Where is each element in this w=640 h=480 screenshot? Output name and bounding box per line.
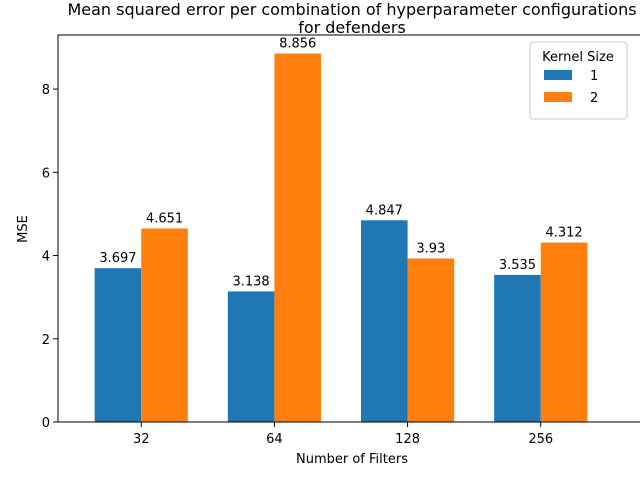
- y-tick-label: 2: [42, 333, 50, 348]
- y-tick-label: 8: [42, 83, 50, 98]
- bar-series-2: [141, 228, 188, 422]
- y-axis-label: MSE: [16, 215, 31, 243]
- bar-series-2: [274, 53, 322, 422]
- y-tick-label: 0: [42, 416, 50, 431]
- x-tick-label: 32: [133, 432, 150, 447]
- data-label: 3.535: [499, 258, 536, 273]
- x-tick-label: 256: [528, 432, 553, 447]
- x-axis-label: Number of Filters: [296, 452, 408, 467]
- legend-title: Kernel Size: [542, 50, 614, 65]
- bar-series-1: [494, 274, 541, 422]
- y-tick-label: 6: [42, 166, 50, 181]
- data-label: 4.847: [366, 203, 403, 218]
- data-label: 3.138: [232, 274, 269, 289]
- data-label: 4.651: [146, 211, 183, 226]
- y-tick-label: 4: [42, 250, 50, 265]
- legend-label-series-2: 2: [590, 91, 598, 106]
- bar-series-2: [407, 258, 455, 422]
- x-tick-label: 64: [266, 432, 283, 447]
- bar-series-1: [227, 291, 275, 422]
- bar-series-2: [540, 242, 588, 422]
- data-label: 8.856: [279, 36, 316, 51]
- chart-title-line-1: Mean squared error per combination of hy…: [67, 0, 636, 19]
- legend-swatch-series-1: [544, 70, 572, 80]
- legend-swatch-series-2: [544, 92, 572, 102]
- data-label: 3.93: [416, 241, 445, 256]
- x-tick-label: 128: [395, 432, 420, 447]
- chart-title-line-2: for defenders: [298, 18, 406, 37]
- legend: Kernel Size 1 2: [529, 41, 628, 120]
- legend-label-series-1: 1: [590, 69, 598, 84]
- plot-area: 0 2 4 6 8 32 3.697 4.651 64 3.138 8.856 128 4.847 3.9…: [42, 36, 588, 447]
- data-label: 4.312: [545, 226, 582, 241]
- bar-series-1: [94, 268, 142, 422]
- bar-series-1: [360, 220, 408, 422]
- plot-frame: [57, 34, 640, 423]
- data-label: 3.697: [99, 251, 136, 266]
